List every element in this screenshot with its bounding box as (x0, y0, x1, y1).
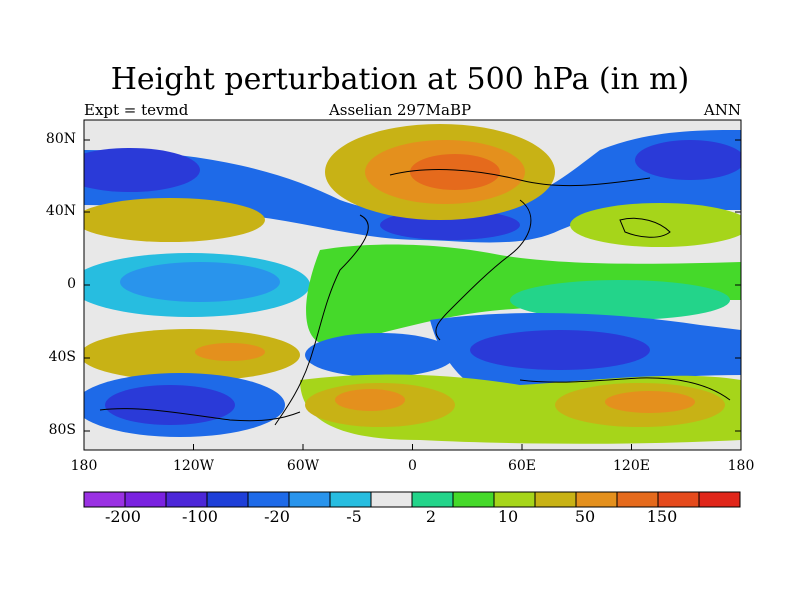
colorbar-swatch (124, 491, 167, 508)
colorbar-label: 2 (425, 507, 437, 526)
lon-label-60w: 60W (286, 458, 320, 474)
contour-antarctic-blue-core (105, 385, 235, 425)
contour-south-orange-west (195, 343, 265, 361)
lon-label-120e: 120E (613, 458, 650, 474)
colorbar-swatch (493, 491, 536, 508)
contour-north-yellow-east (570, 203, 741, 247)
colorbar-label: 50 (574, 507, 596, 526)
colorbar-label: -20 (264, 507, 290, 526)
colorbar-swatch (534, 491, 577, 508)
coastline-west-continent (274, 214, 369, 426)
coastline-island (619, 217, 671, 238)
lat-label-80n: 80N (45, 131, 76, 147)
season-label: ANN (703, 101, 741, 119)
period-label: Asselian 297MaBP (328, 101, 472, 119)
colorbar-swatch (247, 491, 290, 508)
colorbar-label: 150 (646, 507, 678, 526)
colorbar-swatch (370, 491, 413, 508)
colorbar-swatch (452, 491, 495, 508)
colorbar-label: -100 (182, 507, 218, 526)
colorbar-swatch (575, 491, 618, 508)
contour-south-high-east-core (605, 391, 695, 413)
colorbar-label: -5 (346, 507, 362, 526)
colorbar-swatch (698, 491, 741, 508)
coastline-south (519, 377, 731, 401)
lat-label-40n: 40N (45, 203, 76, 219)
coastline-east-continent (389, 169, 651, 341)
colorbar-swatch (165, 491, 208, 508)
contour-field (84, 120, 741, 450)
lon-label-180-east: 180 (727, 458, 755, 474)
lat-label-40s: 40S (48, 349, 76, 365)
plot-title: Height perturbation at 500 hPa (in m) (110, 62, 690, 97)
map-ticks (83, 139, 742, 450)
contour-north-yellow-west (84, 198, 265, 242)
colorbar-label: -200 (105, 507, 141, 526)
lon-label-60e: 60E (507, 458, 537, 474)
contour-tropic-teal (510, 280, 730, 320)
lon-label-120w: 120W (172, 458, 215, 474)
colorbar-swatch (83, 491, 126, 508)
contour-north-blue-core-east (635, 140, 741, 180)
contour-south-yellow-west (84, 329, 300, 381)
colorbar-swatch (206, 491, 249, 508)
lon-label-180-west: 180 (70, 458, 98, 474)
coastline-antarctic (99, 408, 301, 422)
lat-label-80s: 80S (48, 422, 76, 438)
contour-north-high-core (410, 154, 500, 190)
contour-north-blue-core-west (84, 148, 200, 192)
colorbar (83, 491, 741, 508)
colorbar-swatch (616, 491, 659, 508)
experiment-label: Expt = tevmd (84, 101, 189, 119)
colorbar-swatch (411, 491, 454, 508)
contour-tropic-blue-core (120, 262, 280, 302)
contour-south-blue-east-core (470, 330, 650, 370)
contour-south-high-west-core (335, 389, 405, 411)
contour-south-blue-center (305, 333, 455, 377)
lat-label-0: 0 (67, 276, 76, 292)
colorbar-swatch (329, 491, 372, 508)
colorbar-swatch (288, 491, 331, 508)
colorbar-label: 10 (497, 507, 519, 526)
colorbar-swatch (657, 491, 700, 508)
lon-label-0: 0 (408, 458, 417, 474)
